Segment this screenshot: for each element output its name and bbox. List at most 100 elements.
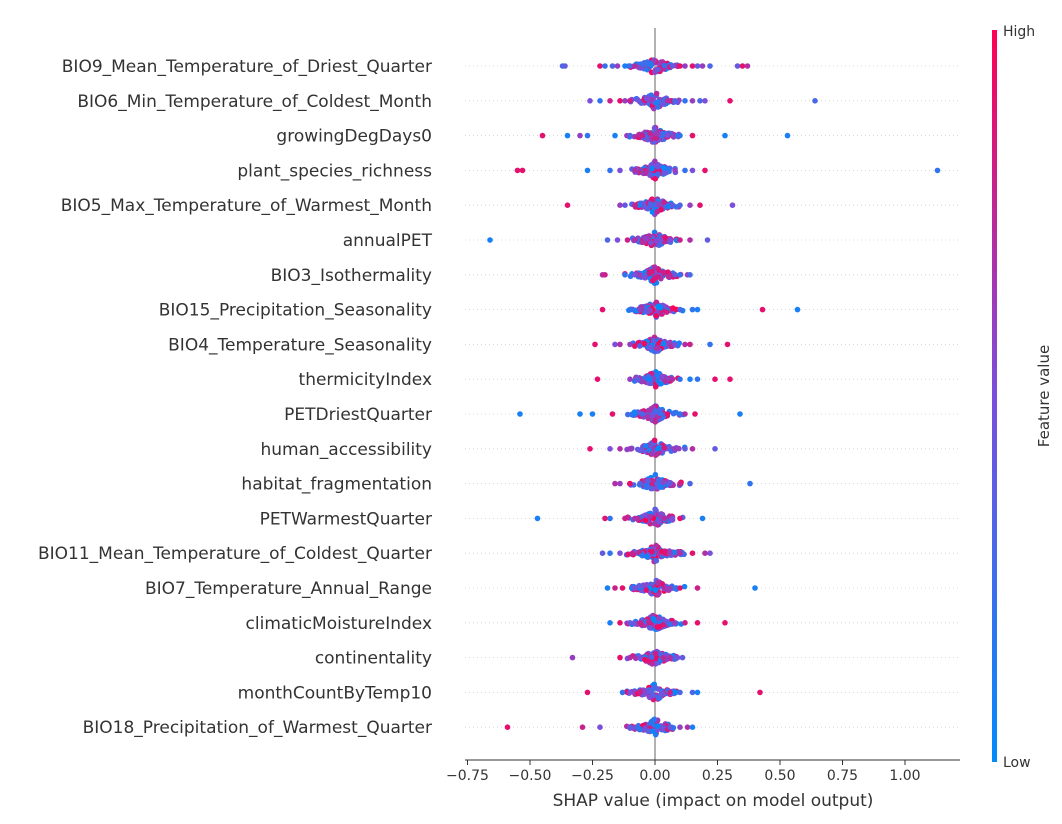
shap-point: [637, 306, 643, 313]
shap-point: [622, 98, 628, 104]
shap-point: [682, 63, 688, 69]
x-axis: −0.75 −0.50 −0.25 0.00 0.25 0.50 0.75 1.00: [446, 759, 960, 784]
feature-label: BIO5_Max_Temperature_of_Warmest_Month: [61, 196, 432, 216]
shap-point: [584, 167, 591, 174]
shap-point-cluster: [654, 130, 660, 137]
shap-point: [667, 689, 673, 696]
colorbar-gradient: [992, 30, 997, 762]
shap-point: [634, 376, 641, 383]
shap-point-cluster: [649, 548, 655, 555]
shap-point-cluster: [643, 443, 649, 449]
x-tick-label: 0.75: [827, 768, 858, 784]
shap-point: [664, 411, 671, 417]
shap-point-cluster: [656, 518, 662, 525]
shap-point: [622, 272, 628, 278]
shap-point: [687, 237, 693, 243]
shap-point: [587, 446, 593, 452]
shap-point: [594, 376, 601, 383]
row-gridlines: [465, 65, 960, 728]
shap-point: [632, 272, 638, 278]
x-tick-label: 1.00: [889, 768, 920, 784]
shap-point: [694, 620, 701, 626]
shap-point: [677, 376, 683, 383]
shap-point-cluster: [671, 549, 678, 556]
x-tick-label: 0.25: [702, 768, 733, 784]
shap-point: [607, 446, 613, 452]
shap-point: [689, 689, 696, 696]
shap-point: [629, 550, 636, 556]
feature-label: climaticMoistureIndex: [246, 614, 432, 634]
feature-label: BIO15_Precipitation_Seasonality: [159, 301, 432, 321]
shap-point-cluster: [646, 694, 653, 701]
shap-point: [664, 98, 671, 104]
shap-point-cluster: [632, 655, 639, 662]
shap-point: [609, 63, 616, 69]
shap-point: [632, 515, 638, 522]
shap-point: [677, 480, 683, 487]
shap-point: [707, 341, 713, 348]
shap-point-cluster: [642, 517, 649, 524]
shap-point-cluster: [647, 130, 653, 137]
shap-point-cluster: [681, 583, 688, 590]
shap-point: [752, 585, 758, 591]
shap-point: [604, 585, 611, 591]
shap-point-cluster: [672, 689, 678, 695]
shap-point: [677, 132, 683, 139]
shap-point-cluster: [639, 552, 646, 559]
shap-point-cluster: [645, 414, 651, 420]
shap-point-cluster: [652, 176, 659, 182]
shap-point-cluster: [641, 687, 648, 694]
shap-point: [602, 272, 608, 278]
shap-point: [699, 515, 706, 522]
shap-point: [584, 132, 591, 139]
shap-point-cluster: [624, 411, 631, 418]
shap-point: [617, 98, 623, 104]
shap-point: [619, 585, 626, 591]
shap-point: [607, 98, 613, 104]
shap-point: [617, 446, 623, 452]
shap-point: [794, 306, 801, 313]
feature-label: habitat_fragmentation: [241, 475, 432, 495]
shap-point-cluster: [654, 480, 660, 487]
shap-point-cluster: [636, 582, 643, 589]
shap-point: [627, 132, 633, 139]
shap-point: [562, 63, 568, 69]
shap-point-cluster: [650, 615, 657, 622]
shap-point: [587, 98, 593, 104]
shap-point: [612, 480, 618, 487]
shap-point-cluster: [631, 343, 638, 349]
shap-point-cluster: [646, 619, 652, 625]
feature-label: growingDegDays0: [276, 127, 432, 147]
shap-point-cluster: [657, 304, 664, 311]
shap-point: [669, 202, 676, 208]
shap-point: [722, 620, 728, 626]
x-tick-label: −0.50: [509, 768, 552, 784]
shap-point: [682, 446, 688, 452]
shap-point: [694, 63, 701, 69]
shap-point: [689, 63, 696, 69]
shap-point-cluster: [641, 274, 648, 281]
x-axis-label: SHAP value (impact on model output): [553, 791, 874, 811]
shap-point: [677, 550, 683, 556]
shap-point-cluster: [656, 242, 662, 248]
shap-point: [757, 689, 763, 696]
feature-label: PETDriestQuarter: [284, 405, 432, 425]
shap-point: [697, 98, 703, 104]
shap-point-cluster: [652, 650, 659, 657]
shap-point: [702, 167, 708, 174]
shap-point: [812, 98, 818, 104]
shap-point: [682, 620, 688, 626]
shap-point: [727, 376, 733, 383]
feature-label: PETWarmestQuarter: [260, 509, 432, 529]
shap-point-cluster: [651, 125, 658, 132]
shap-point: [612, 132, 618, 139]
shap-point: [707, 550, 713, 556]
shap-point: [627, 341, 633, 348]
shap-point: [607, 620, 613, 626]
shap-point: [682, 411, 688, 417]
shap-point: [619, 689, 626, 696]
shap-point: [704, 237, 711, 243]
shap-point-cluster: [650, 337, 657, 344]
shap-point: [692, 411, 698, 417]
shap-point: [624, 237, 631, 243]
